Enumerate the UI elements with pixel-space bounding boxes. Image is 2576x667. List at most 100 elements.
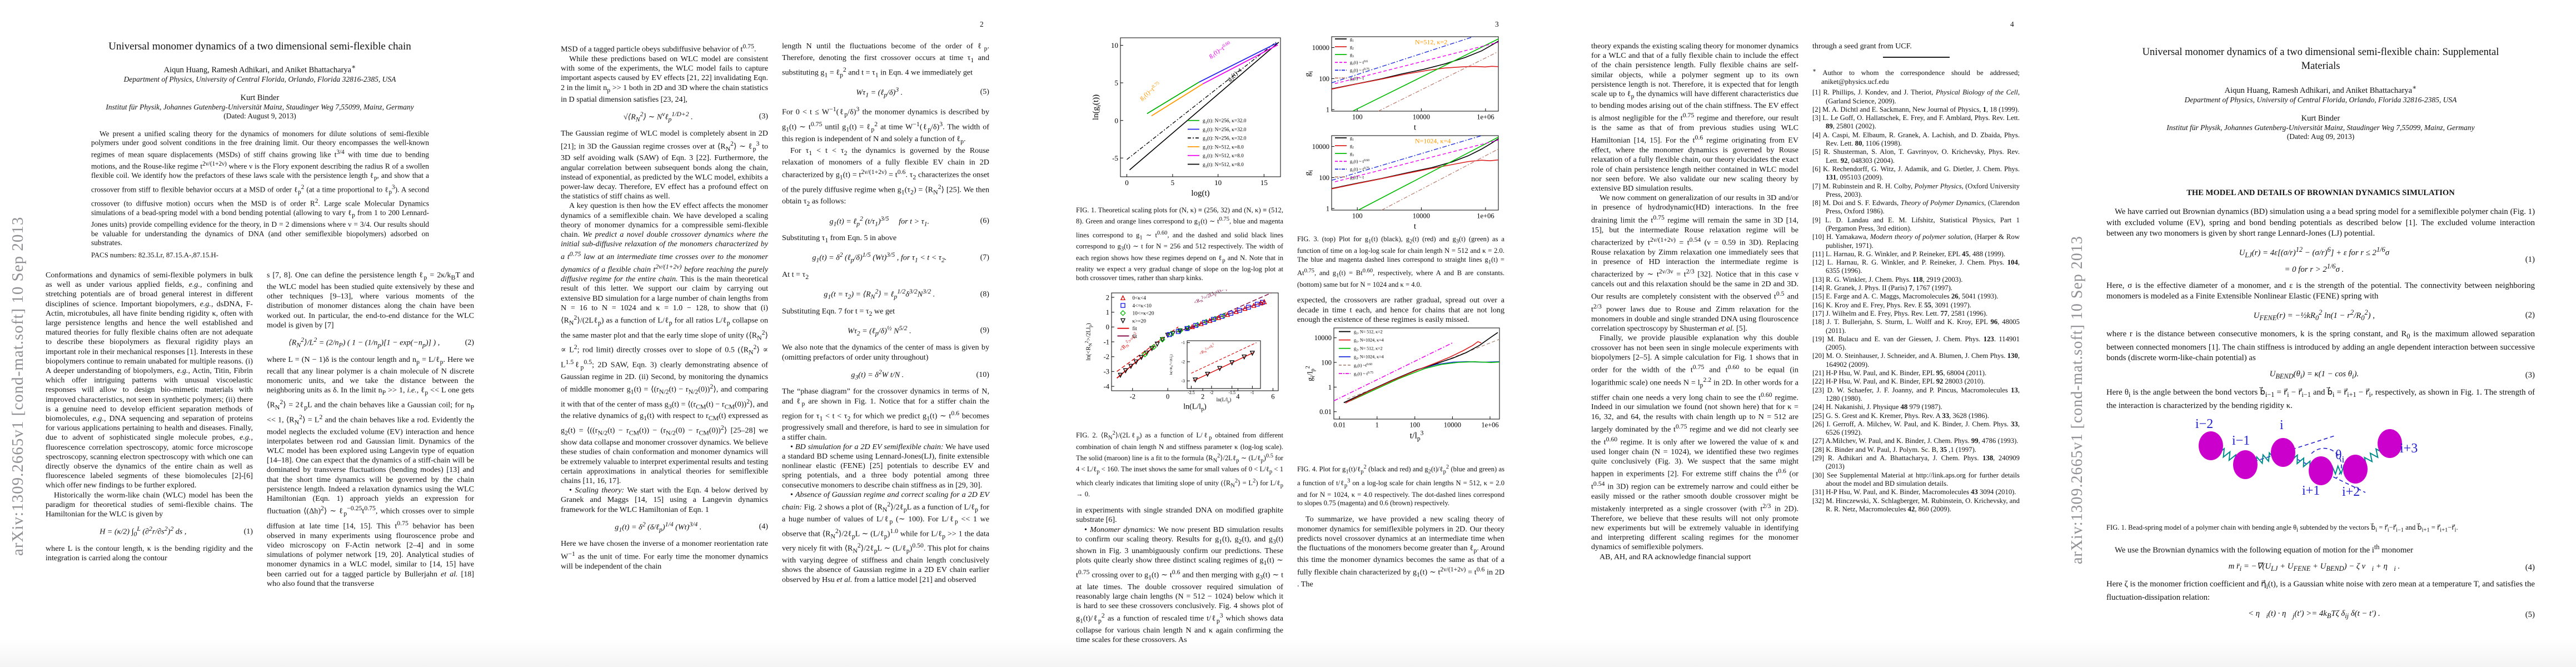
reference-item: [27] A.Milchev, W. Paul, and K. Binder, … <box>1812 437 2019 445</box>
equation-number: (4) <box>2525 563 2535 572</box>
figure-caption: FIG. 1. Bead-spring model of a polymer c… <box>2106 524 2458 534</box>
svg-text:0: 0 <box>1166 392 1169 400</box>
svg-text:g3: g3 <box>1350 52 1354 58</box>
reference-item: [15] E. Farge and A. C. Maggs, Macromole… <box>1812 292 1999 301</box>
equation: m r̈i = −∇⃗(ULJ + UFENE + UBEND) − ζ v⃗i… <box>2106 561 2535 575</box>
svg-text:0.01: 0.01 <box>1333 421 1346 429</box>
svg-text:t: t <box>1414 222 1417 230</box>
paragraph: Historically the worm-like chain (WLC) m… <box>46 490 253 519</box>
paragraph: Here, σ is the effective diameter of a m… <box>2106 281 2535 301</box>
paragraph: length N until the fluctuations become o… <box>782 42 989 79</box>
reference-item: [13] R. G. Winkler, J. Chem. Phys. 118, … <box>1812 275 1963 283</box>
paper-date: (Dated: Aug 09, 2013) <box>2286 132 2355 141</box>
text-column-1: THE MODEL AND DETAILS OF BROWNIAN DYNAMI… <box>2106 188 2535 627</box>
equation-number: (7) <box>980 252 989 262</box>
paper-title: Universal monomer dynamics of a two dime… <box>108 41 411 52</box>
svg-text:i−2: i−2 <box>2195 417 2213 431</box>
svg-text:4<=κ<10: 4<=κ<10 <box>1133 303 1152 309</box>
paragraph: The Gaussian regime of WLC model is comp… <box>561 129 768 201</box>
pacs-numbers: PACS numbers: 82.35.Lr, 87.15.A-,87.15.H… <box>91 251 219 259</box>
svg-text:g1, N=1024, κ=4: g1, N=1024, κ=4 <box>1354 338 1384 344</box>
svg-text:1e+06: 1e+06 <box>1477 113 1494 121</box>
svg-text:i+2: i+2 <box>2342 485 2360 499</box>
author-line: Aiqun Huang, Ramesh Adhikari, and Aniket… <box>163 63 356 74</box>
svg-text:4: 4 <box>1236 392 1240 400</box>
svg-text:g2: g2 <box>1350 44 1354 51</box>
text-column-1: Conformations and dynamics of semi-flexi… <box>46 271 253 563</box>
paragraph: We use the Brownian dynamics with the fo… <box>2115 542 2413 555</box>
fig4-chart: 0.01 1 100 10000 1e+06 10000 100 1 0.01 t/lp3 gi/l… <box>1297 325 1504 460</box>
equation-formula: g1(t) = ℓp2 (t/τ1)3/5 for t > τ1. <box>829 215 930 228</box>
svg-text:gi: gi <box>1304 170 1314 176</box>
page-5: arXiv:1309.2665v1 [cond-mat.soft] 10 Sep… <box>2061 0 2576 667</box>
svg-text:fit: fit <box>1133 334 1138 340</box>
equation: ⟨RN2⟩/L2 = (2/nP) ( 1 − (1/np)[1 − exp(−… <box>267 335 474 350</box>
svg-text:0.01: 0.01 <box>1319 408 1332 416</box>
svg-text:t: t <box>1414 123 1417 132</box>
svg-text:ln(gi(t)): ln(gi(t)) <box>1092 94 1102 120</box>
reference-item: [4] A. Caspi, M. Elbaum, R. Granek, A. L… <box>1812 131 2020 148</box>
reference-item: [32] M. Hinczewski, X. Schlagberger, M. … <box>1812 496 2020 513</box>
paragraph: Finally, we provide plausible explanatio… <box>1591 334 1798 552</box>
svg-text:-2: -2 <box>1130 392 1135 400</box>
reference-item: [31] H-P Hsu, W. Paul, and K. Binder, Ma… <box>1812 488 2016 496</box>
svg-text:100: 100 <box>1319 75 1329 83</box>
svg-text:1e+06: 1e+06 <box>1477 212 1494 220</box>
footnote: ∗ Author to whom the correspondence shou… <box>1812 68 2020 86</box>
svg-text:θi: θi <box>2335 448 2345 465</box>
reference-item: [25] G. S. Grest and K. Kremer, Phys. Re… <box>1812 411 1989 420</box>
svg-text:g3: g3 <box>1350 151 1354 157</box>
svg-text:g1(t): N=512, κ=8.0: g1(t): N=512, κ=8.0 <box>1203 153 1244 160</box>
svg-text:-2.5: -2.5 <box>1188 390 1195 395</box>
svg-text:ln(L/lp): ln(L/lp) <box>1217 397 1232 404</box>
equation: g3(t) = δ2W t/N . (10) <box>782 367 989 382</box>
svg-text:-5: -5 <box>1112 154 1118 162</box>
paragraph: • Monomer dynamics: We now present BD si… <box>1076 525 1283 645</box>
svg-text:100: 100 <box>1319 174 1329 182</box>
svg-text:g3(t) ~ t: g3(t) ~ t <box>1350 175 1364 181</box>
svg-text:1: 1 <box>1328 384 1332 391</box>
svg-text:100: 100 <box>1352 212 1363 220</box>
equation-number: (5) <box>2525 610 2535 619</box>
svg-text:-2: -2 <box>1210 390 1214 395</box>
equation-formula: ⟨RN2⟩/L2 = (2/nP) ( 1 − (1/np)[1 − exp(−… <box>288 336 440 349</box>
equation: √⟨RN2⟩ ∼ Nνℓp1/D+2 . (3) <box>561 109 768 125</box>
svg-text:10000: 10000 <box>1312 143 1329 151</box>
svg-text:10<=κ<20: 10<=κ<20 <box>1133 311 1154 317</box>
page-4: 4 theory expands the existing scaling the… <box>1546 0 2061 667</box>
footnote-rule <box>1882 57 1950 58</box>
fig2-chart: -2 0 2 4 6 2 1 0 -1 -2 -3 -4 ln(L/lp) ln(<RN2>/2Llp) <… <box>1076 282 1283 426</box>
reference-item: [6] K. Rechendorff, G. Witz, J. Adamik, … <box>1812 165 2020 182</box>
beads-figure: i−2 i−1 i θi i+1 i+2 i+3 <box>2195 417 2418 499</box>
fig1-chart: 0 5 10 15 10 5 0 -5 log(t) ln(gi(t)) g1(t)~t0.75 g1… <box>1076 33 1283 203</box>
affiliation: Institut für Physik, Johannes Gutenberg-… <box>2166 123 2475 132</box>
svg-text:-2: -2 <box>1104 353 1109 361</box>
reference-item: [2] M. A. Dichtl and E. Sackmann, New Jo… <box>1812 105 2020 113</box>
svg-text:1e+06: 1e+06 <box>1481 421 1498 429</box>
paragraph: To summarize, we have provided a new sca… <box>1297 515 1505 589</box>
equation: H = (κ/2) ∫0L (∂2r/∂s2)2 ds , (1) <box>46 524 253 539</box>
equation-number: (8) <box>980 289 989 298</box>
svg-text:1: 1 <box>1326 205 1329 213</box>
reference-item: [7] M. Rubinstein and R. H. Colby, Polym… <box>1812 182 2020 198</box>
reference-item: [12] L. Harnau, R. G. Winkler, and P. Re… <box>1812 258 2020 275</box>
equation: UFENE(r) = −½kR02 ln(1 − r2/R02) , (2) <box>2106 307 2535 324</box>
paragraph: where r is the distance between consecut… <box>2106 329 2535 363</box>
reference-item: [10] H. Yamakawa, Modern theory of polym… <box>1812 233 2020 250</box>
paragraph: in experiments with single stranded DNA … <box>1076 506 1283 525</box>
svg-text:10000: 10000 <box>1314 334 1332 342</box>
svg-text:g1(t) ~ t0.60: g1(t) ~ t0.60 <box>1350 159 1369 165</box>
svg-text:g2, N=1024, κ=4: g2, N=1024, κ=4 <box>1354 355 1384 361</box>
page-number: 4 <box>2010 20 2014 28</box>
equation: g1(t) = ℓp2 (t/τ1)3/5 for t > τ1. (6) <box>782 214 989 229</box>
equation: Wτ1 = (ℓp/δ)3 . (5) <box>782 85 989 100</box>
svg-text:10000: 10000 <box>1413 113 1430 121</box>
equation: UBEND(θi) = κ(1 − cos θi). (3) <box>2106 369 2535 382</box>
beads-chart: i−2 i−1 i θi i+1 i+2 i+3 <box>2106 414 2535 520</box>
paragraph: We now comment on generalization of our … <box>1591 193 1798 334</box>
svg-text:10000: 10000 <box>1413 212 1430 220</box>
author-line: Kurt Binder <box>240 93 280 102</box>
text-column-2: length N until the fluctuations become o… <box>782 42 989 585</box>
